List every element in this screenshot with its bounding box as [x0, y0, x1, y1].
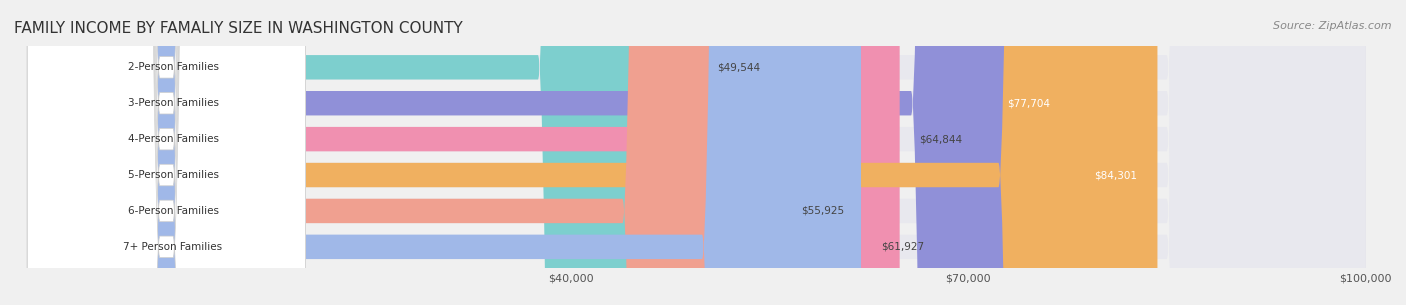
FancyBboxPatch shape — [41, 0, 1365, 305]
Text: $61,927: $61,927 — [882, 242, 924, 252]
FancyBboxPatch shape — [41, 0, 1365, 305]
FancyBboxPatch shape — [27, 0, 305, 305]
FancyBboxPatch shape — [27, 0, 305, 305]
FancyBboxPatch shape — [41, 0, 1365, 305]
Text: Source: ZipAtlas.com: Source: ZipAtlas.com — [1274, 21, 1392, 31]
Text: $84,301: $84,301 — [1095, 170, 1137, 180]
FancyBboxPatch shape — [27, 0, 305, 305]
FancyBboxPatch shape — [41, 0, 782, 305]
FancyBboxPatch shape — [27, 0, 305, 305]
Text: $55,925: $55,925 — [801, 206, 845, 216]
Text: 5-Person Families: 5-Person Families — [128, 170, 218, 180]
Text: 4-Person Families: 4-Person Families — [128, 134, 218, 144]
FancyBboxPatch shape — [41, 0, 1365, 305]
Text: $77,704: $77,704 — [1007, 98, 1050, 108]
FancyBboxPatch shape — [27, 0, 305, 305]
FancyBboxPatch shape — [41, 0, 860, 305]
Text: 6-Person Families: 6-Person Families — [128, 206, 218, 216]
Text: 2-Person Families: 2-Person Families — [128, 62, 218, 72]
FancyBboxPatch shape — [41, 0, 1365, 305]
Text: $49,544: $49,544 — [717, 62, 761, 72]
Text: 3-Person Families: 3-Person Families — [128, 98, 218, 108]
FancyBboxPatch shape — [41, 0, 900, 305]
Text: 7+ Person Families: 7+ Person Families — [124, 242, 222, 252]
FancyBboxPatch shape — [41, 0, 1157, 305]
Text: $64,844: $64,844 — [920, 134, 963, 144]
Text: FAMILY INCOME BY FAMALIY SIZE IN WASHINGTON COUNTY: FAMILY INCOME BY FAMALIY SIZE IN WASHING… — [14, 21, 463, 36]
FancyBboxPatch shape — [41, 0, 1365, 305]
FancyBboxPatch shape — [41, 0, 697, 305]
FancyBboxPatch shape — [27, 0, 305, 305]
FancyBboxPatch shape — [41, 0, 1070, 305]
